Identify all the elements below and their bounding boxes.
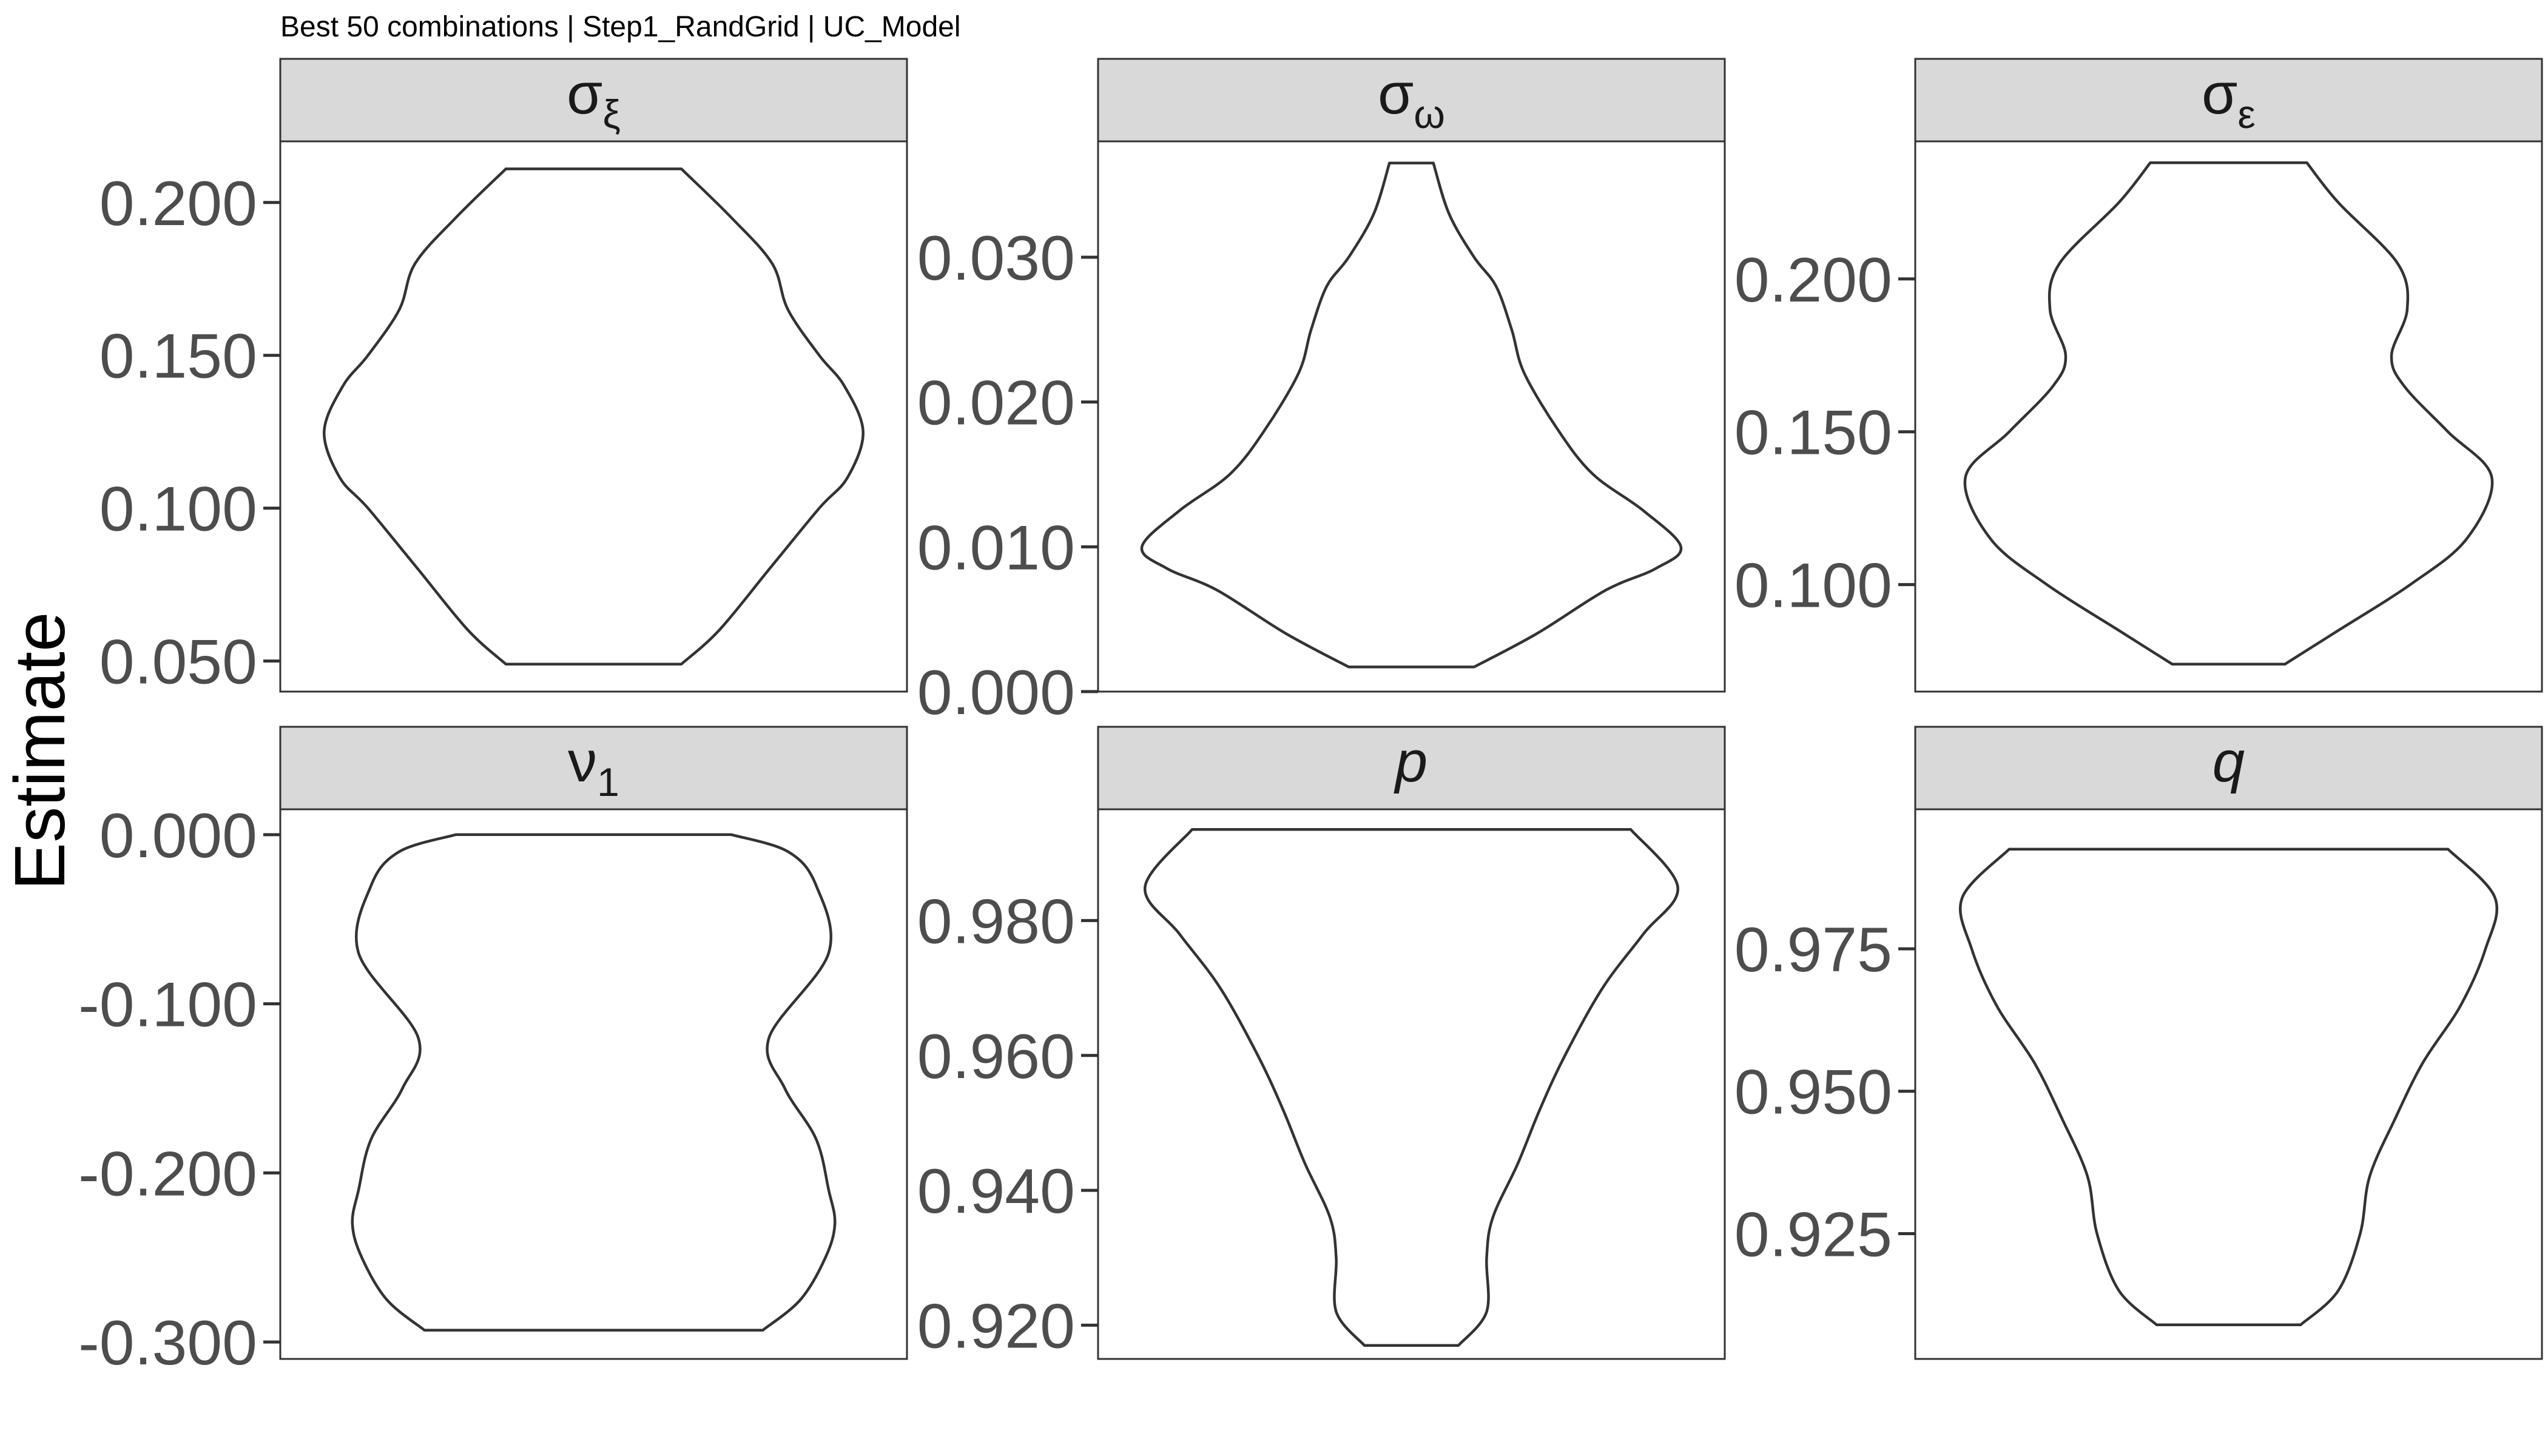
y-tick-label: -0.100 — [78, 970, 257, 1040]
violin-shape — [1963, 161, 2494, 666]
facet-panel: σω 0.000 0.010 0.020 0.030 — [917, 58, 1726, 728]
strip-label-subscript: ω — [1414, 92, 1445, 136]
y-tick-label: 0.950 — [1734, 1057, 1892, 1128]
y-tick-label: 0.975 — [1734, 915, 1892, 985]
y-tick-label: 0.200 — [1734, 245, 1892, 315]
facet-strip — [1097, 726, 1726, 811]
facet-strip — [279, 726, 908, 811]
y-tick-label: -0.300 — [78, 1308, 257, 1378]
facet-strip — [1097, 58, 1726, 143]
strip-label-symbol: σ — [2202, 61, 2237, 126]
violin-shape — [1144, 828, 1679, 1347]
y-tick-label: 0.960 — [917, 1022, 1075, 1092]
facet-strip-label: σω — [1378, 61, 1445, 136]
facet-strip — [1914, 58, 2543, 143]
figure-subtitle: Best 50 combinations | Step1_RandGrid | … — [280, 11, 961, 43]
y-tick-label: 0.980 — [917, 886, 1075, 957]
y-axis-label: Estimate — [0, 612, 80, 890]
violin-shape — [1140, 161, 1683, 669]
facet-panel: p 0.920 0.940 0.960 0.980 — [917, 726, 1726, 1361]
y-tick-label: 0.100 — [1734, 551, 1892, 621]
facet-strip-label: q — [2213, 729, 2245, 794]
facet-panel: σε 0.100 0.150 0.200 — [1734, 58, 2543, 693]
facet-panels: σξ0.0500.1000.1500.200σω0.0000.0100.0200… — [78, 58, 2543, 1378]
y-tick-label: 0.100 — [99, 474, 257, 545]
strip-label-symbol: σ — [1378, 61, 1414, 126]
y-tick-label: 0.200 — [99, 169, 257, 239]
facet-strip-label: σξ — [567, 61, 621, 136]
y-tick-label: 0.940 — [917, 1156, 1075, 1227]
strip-label-symbol: σ — [567, 61, 602, 126]
facet-panel: q 0.925 0.950 0.975 — [1734, 726, 2543, 1360]
y-tick-label: 0.000 — [917, 658, 1075, 728]
y-tick-label: 0.925 — [1734, 1199, 1892, 1270]
strip-label-symbol: p — [1394, 729, 1427, 794]
y-tick-label: 0.150 — [1734, 398, 1892, 468]
facet-panel: ν1 0.000 -0.100 -0.200 -0.300 — [78, 726, 908, 1378]
y-tick-label: -0.200 — [78, 1139, 257, 1209]
facet-strip-label: ν1 — [568, 729, 619, 804]
y-tick-label: 0.000 — [99, 801, 257, 871]
violin-shape — [1958, 848, 2499, 1326]
facet-panel: σξ 0.050 0.100 0.150 0.200 — [99, 58, 908, 698]
strip-label-subscript: ξ — [602, 92, 621, 136]
y-tick-label: 0.030 — [917, 223, 1075, 294]
facet-strip-label: p — [1394, 729, 1427, 794]
y-tick-label: 0.010 — [917, 513, 1075, 583]
strip-label-symbol: q — [2213, 729, 2245, 794]
violin-shape — [323, 167, 864, 666]
strip-label-subscript: 1 — [597, 760, 619, 804]
facet-strip-label: σε — [2202, 61, 2256, 136]
violin-shape — [351, 833, 837, 1332]
facet-strip — [1914, 726, 2543, 811]
y-tick-label: 0.150 — [99, 322, 257, 392]
y-tick-label: 0.020 — [917, 368, 1075, 439]
strip-label-symbol: ν — [568, 729, 597, 794]
facet-strip — [279, 58, 908, 143]
y-tick-label: 0.920 — [917, 1291, 1075, 1361]
strip-label-subscript: ε — [2237, 92, 2255, 136]
y-tick-label: 0.050 — [99, 627, 257, 698]
